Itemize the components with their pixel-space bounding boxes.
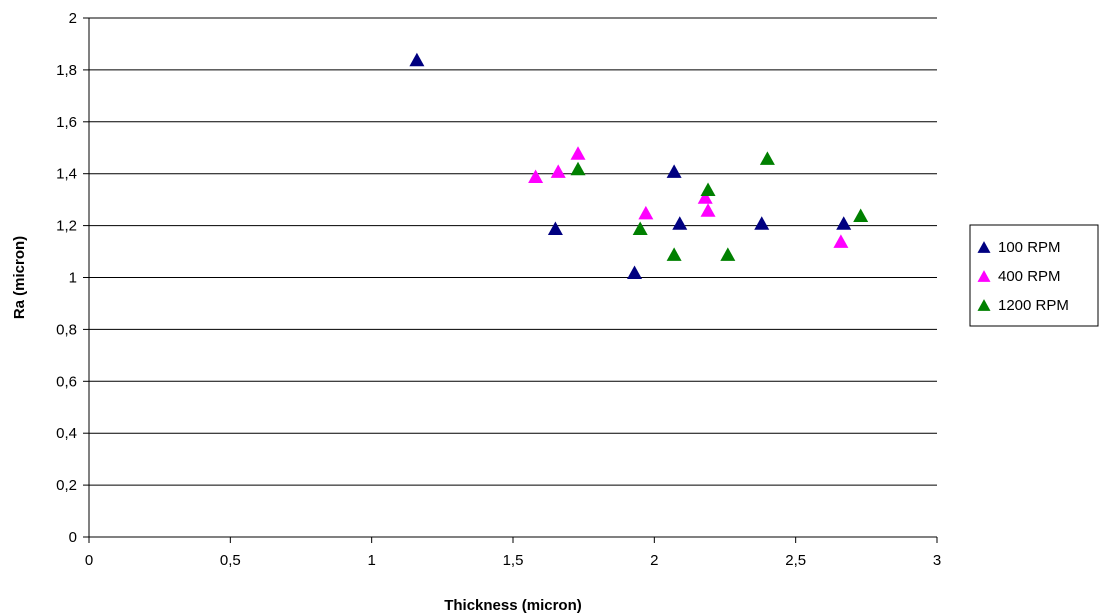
legend-label: 100 RPM bbox=[998, 239, 1061, 256]
data-point bbox=[547, 221, 563, 235]
data-point bbox=[409, 52, 425, 67]
x-tick-label: 1,5 bbox=[503, 552, 524, 569]
data-point bbox=[700, 182, 716, 197]
legend-box bbox=[969, 224, 1099, 327]
data-point bbox=[759, 151, 775, 165]
y-axis-ticks: 0 0,2 0,4 0,6 0,8 1 1,2 1,4 1,6 1,8 2 bbox=[56, 10, 89, 546]
x-tick-label: 0 bbox=[85, 552, 93, 569]
data-point bbox=[833, 234, 849, 248]
data-point bbox=[632, 221, 648, 235]
y-tick-label: 0,2 bbox=[56, 477, 77, 494]
data-point bbox=[720, 247, 736, 261]
x-tick-label: 3 bbox=[933, 552, 941, 569]
y-tick-label: 1,8 bbox=[56, 62, 77, 79]
x-axis-ticks: 0 0,5 1 1,5 2 2,5 3 bbox=[85, 537, 941, 569]
y-tick-label: 1,4 bbox=[56, 166, 77, 183]
legend-marker bbox=[977, 270, 991, 282]
data-point bbox=[666, 247, 682, 261]
x-tick-label: 2,5 bbox=[785, 552, 806, 569]
legend-marker bbox=[977, 299, 991, 311]
y-tick-label: 1,6 bbox=[56, 114, 77, 131]
data-point bbox=[570, 161, 586, 176]
y-tick-label: 0,4 bbox=[56, 425, 77, 442]
data-point bbox=[550, 164, 566, 178]
data-points bbox=[409, 52, 869, 280]
x-axis-title: Thickness (micron) bbox=[444, 597, 582, 614]
data-point bbox=[836, 216, 852, 230]
data-point bbox=[666, 164, 682, 178]
x-tick-label: 1 bbox=[367, 552, 375, 569]
data-point bbox=[700, 203, 716, 217]
legend: 100 RPM 400 RPM 1200 RPM bbox=[969, 224, 1099, 327]
legend-label: 400 RPM bbox=[998, 268, 1061, 285]
data-point bbox=[627, 265, 643, 280]
y-tick-label: 2 bbox=[69, 10, 77, 27]
y-tick-label: 0 bbox=[69, 529, 77, 546]
y-tick-label: 0,6 bbox=[56, 373, 77, 390]
x-tick-label: 0,5 bbox=[220, 552, 241, 569]
y-tick-label: 0,8 bbox=[56, 321, 77, 338]
legend-marker bbox=[977, 241, 991, 253]
data-point bbox=[672, 216, 688, 230]
y-axis-title: Ra (micron) bbox=[11, 236, 28, 319]
data-point bbox=[638, 205, 654, 220]
data-point bbox=[697, 190, 713, 204]
y-tick-label: 1,2 bbox=[56, 218, 77, 235]
x-tick-label: 2 bbox=[650, 552, 658, 569]
data-point bbox=[853, 208, 869, 222]
legend-label: 1200 RPM bbox=[998, 297, 1069, 314]
gridlines bbox=[89, 17, 937, 486]
data-point bbox=[570, 146, 586, 160]
data-point bbox=[528, 169, 544, 184]
y-tick-label: 1 bbox=[69, 270, 77, 287]
data-point bbox=[754, 216, 770, 230]
